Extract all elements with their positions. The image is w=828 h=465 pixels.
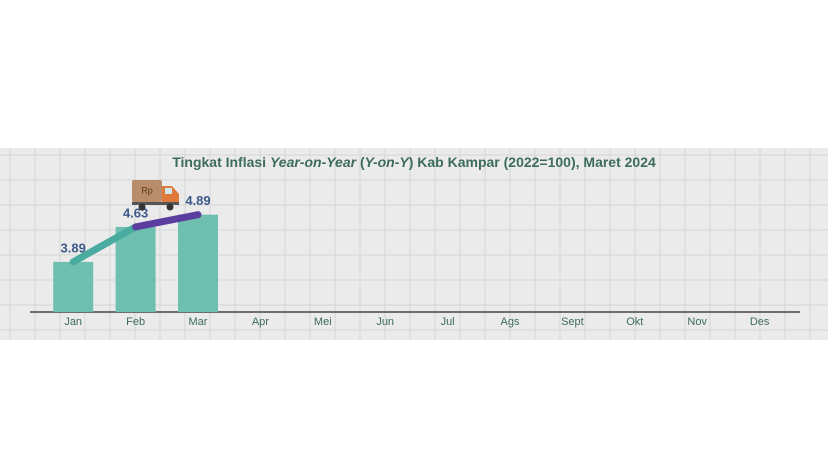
x-tick-label: Jun (376, 316, 394, 328)
trend-line (69, 223, 140, 266)
chart-title: Tingkat Inflasi Year-on-Year (Y-on-Y) Ka… (172, 154, 656, 170)
x-tick-label: Des (750, 316, 770, 328)
data-label: 3.89 (61, 240, 86, 255)
x-tick-label: Mei (314, 316, 332, 328)
svg-text:Rp: Rp (141, 185, 153, 195)
bar (53, 261, 94, 312)
trend-line (132, 211, 202, 231)
marks: Jan Feb Mar Apr Mei Jun Jul Ags Sept Okt Nov Des 3.8… (53, 193, 770, 328)
x-tick-label: Jan (64, 316, 82, 328)
x-tick-label: Nov (687, 316, 707, 328)
title-part: Year-on-Year (270, 154, 358, 170)
title-part: Tingkat Inflasi (172, 154, 270, 170)
title-part: Y-on-Y (365, 154, 411, 170)
x-tick-label: Ags (501, 316, 520, 328)
title-part: ) Kab Kampar (2022=100), Maret 2024 (409, 154, 656, 170)
title-part: ( (356, 154, 365, 170)
x-tick-label: Jul (441, 316, 455, 328)
bar (115, 226, 156, 312)
truck-icon: Rp (132, 180, 179, 211)
background-grid (0, 148, 828, 340)
bar (178, 214, 218, 312)
x-tick-label: Mar (189, 316, 208, 328)
x-tick-label: Apr (252, 316, 269, 328)
data-label: 4.89 (185, 193, 210, 208)
x-tick-label: Okt (626, 316, 643, 328)
x-tick-label: Feb (126, 316, 145, 328)
x-tick-label: Sept (561, 316, 584, 328)
